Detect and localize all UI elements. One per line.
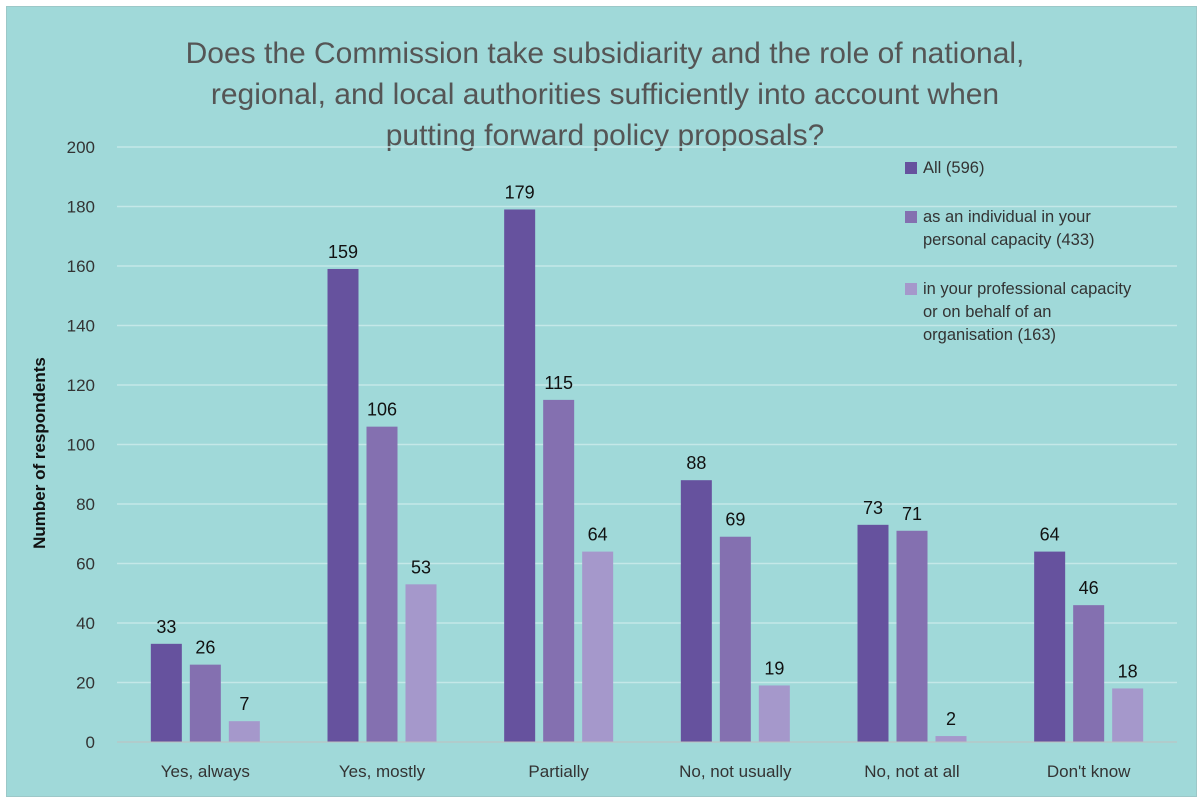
- legend-label: as an individual in your: [923, 208, 1091, 226]
- bar: [582, 551, 614, 742]
- data-label: 18: [1118, 661, 1138, 681]
- y-tick-label: 160: [67, 257, 95, 276]
- bar: [1112, 688, 1144, 742]
- data-label: 53: [411, 557, 431, 577]
- data-label: 7: [239, 694, 249, 714]
- gridlines: [117, 146, 1177, 684]
- y-tick-label: 0: [86, 733, 95, 752]
- chart-title-line: regional, and local authorities sufficie…: [211, 78, 999, 111]
- data-label: 46: [1079, 578, 1099, 598]
- bar: [1034, 551, 1066, 742]
- data-label: 26: [195, 638, 215, 658]
- legend: All (596) as an individual in your persona…: [905, 159, 1132, 344]
- bar: [228, 721, 260, 742]
- legend-label: or on behalf of an: [923, 303, 1051, 321]
- legend-label: organisation (163): [923, 326, 1056, 344]
- legend-swatch: [905, 211, 917, 223]
- y-tick-label: 200: [67, 138, 95, 157]
- bar: [189, 664, 221, 742]
- x-category-label: Partially: [528, 762, 589, 781]
- y-axis-ticks: 0 20 40 60 80 100 120 140 160 180 200: [67, 138, 95, 752]
- data-label: 179: [505, 182, 535, 202]
- legend-label: personal capacity (433): [923, 231, 1095, 249]
- y-tick-label: 60: [76, 555, 95, 574]
- chart-title-line: Does the Commission take subsidiarity an…: [186, 37, 1025, 70]
- x-category-label: No, not usually: [679, 762, 792, 781]
- data-label: 64: [588, 525, 608, 545]
- chart-area: Does the Commission take subsidiarity an…: [6, 6, 1197, 797]
- y-tick-label: 120: [67, 376, 95, 395]
- data-label: 106: [367, 400, 397, 420]
- bar: [366, 426, 398, 742]
- y-tick-label: 100: [67, 436, 95, 455]
- data-label: 64: [1040, 525, 1060, 545]
- data-label: 159: [328, 242, 358, 262]
- x-axis-categories: Yes, always Yes, mostly Partially No, not u…: [161, 762, 1131, 781]
- bar: [935, 736, 967, 742]
- y-tick-label: 140: [67, 317, 95, 336]
- data-label: 115: [544, 373, 573, 393]
- legend-label: All (596): [923, 159, 984, 177]
- chart-title: Does the Commission take subsidiarity an…: [186, 37, 1025, 152]
- data-label: 69: [725, 510, 745, 530]
- x-category-label: Yes, always: [161, 762, 250, 781]
- bar: [504, 209, 536, 743]
- y-tick-label: 80: [76, 495, 95, 514]
- x-category-label: Don't know: [1047, 762, 1131, 781]
- bar: [1073, 605, 1105, 742]
- x-category-label: Yes, mostly: [339, 762, 426, 781]
- bar: [327, 268, 359, 742]
- data-label: 33: [156, 617, 176, 637]
- y-tick-label: 180: [67, 198, 95, 217]
- data-label: 88: [686, 453, 706, 473]
- data-label: 71: [902, 504, 922, 524]
- bar: [719, 536, 751, 742]
- data-labels: 33 26 7 159 106 53 179 115 64 88 69 19 73 71 2 64 46 18: [156, 182, 1137, 729]
- data-label: 2: [946, 709, 956, 729]
- legend-swatch: [905, 283, 917, 295]
- bar: [405, 584, 437, 742]
- x-category-label: No, not at all: [864, 762, 959, 781]
- y-tick-label: 40: [76, 614, 95, 633]
- legend-label: in your professional capacity: [923, 280, 1132, 298]
- bar: [150, 643, 182, 742]
- bar: [896, 530, 928, 742]
- bars: [150, 209, 1144, 743]
- bar: [857, 524, 889, 742]
- bar: [680, 480, 712, 742]
- y-tick-label: 20: [76, 674, 95, 693]
- legend-swatch: [905, 162, 917, 174]
- y-axis-label: Number of respondents: [30, 357, 49, 549]
- data-label: 73: [863, 498, 883, 518]
- bar: [543, 399, 575, 742]
- chart-svg: Does the Commission take subsidiarity an…: [30, 37, 1177, 781]
- bar: [758, 685, 790, 742]
- data-label: 19: [764, 658, 784, 678]
